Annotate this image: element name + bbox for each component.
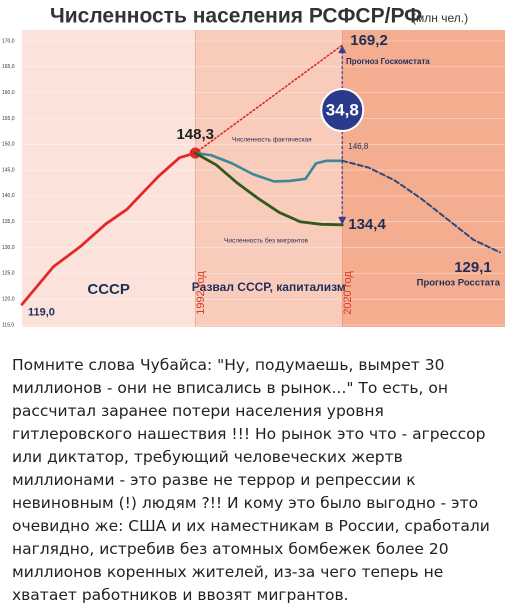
value-label: 119,0 bbox=[28, 306, 55, 318]
arrow-head bbox=[338, 45, 347, 54]
chart-subtitle: (млн чел.) bbox=[412, 11, 468, 25]
y-tick-label: 150,0 bbox=[2, 142, 15, 148]
value-label: 169,2 bbox=[350, 32, 388, 49]
value-label: 134,4 bbox=[348, 216, 386, 233]
y-tick-label: 170,0 bbox=[2, 38, 15, 44]
series-line bbox=[194, 44, 344, 154]
series-label: Прогноз Госкомстата bbox=[346, 57, 430, 66]
period-label: Развал СССР, капитализм bbox=[192, 280, 346, 294]
y-tick-label: 135,0 bbox=[2, 219, 15, 225]
y-tick-label: 120,0 bbox=[2, 297, 15, 303]
marker-label: 1992 год bbox=[195, 271, 207, 315]
period-band bbox=[22, 30, 196, 327]
y-tick-label: 145,0 bbox=[2, 167, 15, 173]
series-label: Прогноз Росстата bbox=[417, 278, 501, 289]
y-tick-label: 115,0 bbox=[2, 322, 14, 328]
marker-label: 2020 год bbox=[342, 271, 354, 315]
series-label: Численность без мигрантов bbox=[224, 237, 309, 245]
post-text: Помните слова Чубайса: "Ну, подумаешь, в… bbox=[12, 356, 490, 604]
gap-circle bbox=[320, 87, 365, 132]
series-line bbox=[20, 151, 197, 306]
value-label: 129,1 bbox=[454, 259, 492, 276]
y-tick-label: 165,0 bbox=[2, 64, 15, 70]
period-label: СССР bbox=[87, 281, 130, 298]
y-tick-label: 155,0 bbox=[2, 116, 15, 122]
series-line bbox=[193, 151, 344, 183]
y-tick-label: 125,0 bbox=[2, 271, 15, 277]
series-label: Численность фактическая bbox=[232, 137, 312, 144]
value-label: 146,8 bbox=[348, 142, 369, 151]
y-tick-label: 140,0 bbox=[2, 193, 15, 199]
y-tick-label: 130,0 bbox=[2, 245, 15, 251]
series-line bbox=[341, 159, 501, 254]
arrow-head bbox=[338, 216, 347, 225]
y-tick-label: 160,0 bbox=[2, 90, 15, 96]
value-label: 148,3 bbox=[176, 126, 214, 143]
page: Численность населения РСФСР/РФ (млн чел.… bbox=[2, 4, 505, 604]
series-line bbox=[193, 151, 344, 227]
chart: Численность населения РСФСР/РФ (млн чел.… bbox=[2, 5, 505, 328]
gap-label: 34,8 bbox=[326, 100, 359, 119]
chart-title: Численность населения РСФСР/РФ bbox=[50, 5, 422, 28]
period-band bbox=[342, 30, 505, 327]
